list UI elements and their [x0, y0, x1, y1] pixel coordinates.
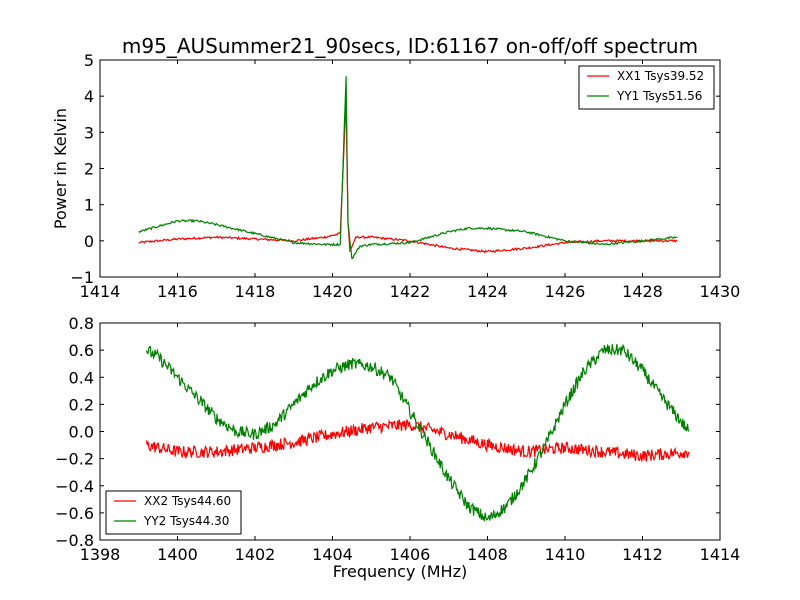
- legend: XX1 Tsys39.52 YY1 Tsys51.56: [578, 65, 715, 110]
- legend: XX2 Tsys44.60 YY2 Tsys44.30: [105, 490, 242, 535]
- panel-2: 1398 1400 1402 1404 1406 1408 1410 1412 1414 −0.8…: [55, 314, 740, 581]
- y-tick-label: −0.6: [55, 504, 94, 523]
- y-tick-label: −0.2: [55, 450, 94, 469]
- series-line-2: [138, 76, 678, 260]
- panels: 1414 1416 1418 1420 1422 1424 1426 1428 1430 −1 0 1…: [51, 51, 740, 581]
- x-tick-label: 1420: [312, 282, 353, 301]
- x-tick-label: 1400: [157, 545, 198, 564]
- x-tick-label: 1426: [545, 282, 586, 301]
- y-tick-label: −1: [70, 268, 94, 287]
- y-tick-label: 0: [84, 232, 94, 251]
- x-tick-label: 1422: [390, 282, 431, 301]
- y-tick-label: 2: [84, 160, 94, 179]
- y-tick-label: 0.2: [69, 395, 94, 414]
- x-tick-label: 1406: [390, 545, 431, 564]
- series-line-2: [145, 343, 690, 522]
- legend-label-2: YY1 Tsys51.56: [616, 89, 702, 103]
- series-group: [145, 343, 690, 522]
- y-tick-label: 3: [84, 123, 94, 142]
- legend-box: [578, 65, 715, 110]
- legend-label-2: YY2 Tsys44.30: [143, 514, 229, 528]
- y-tick-label: 0.4: [69, 368, 94, 387]
- panel-1: 1414 1416 1418 1420 1422 1424 1426 1428 1430 −1 0 1…: [51, 51, 740, 301]
- x-tick-label: 1430: [700, 282, 741, 301]
- x-tick-label: 1414: [700, 545, 741, 564]
- series-line-1: [145, 419, 690, 462]
- x-tick-label: 1410: [545, 545, 586, 564]
- x-tick-label: 1398: [80, 545, 121, 564]
- y-tick-label: −0.4: [55, 477, 94, 496]
- chart-title: m95_AUSummer21_90secs, ID:61167 on-off/o…: [122, 34, 698, 58]
- y-axis-label: Power in Kelvin: [51, 108, 70, 229]
- x-tick-label: 1412: [622, 545, 663, 564]
- legend-label-1: XX2 Tsys44.60: [144, 494, 231, 508]
- y-tick-label: 0.0: [69, 423, 94, 442]
- x-tick-label: 1404: [312, 545, 353, 564]
- x-tick-label: 1428: [622, 282, 663, 301]
- x-tick-label: 1418: [235, 282, 276, 301]
- x-tick-label: 1402: [235, 545, 276, 564]
- x-tick-label: 1416: [157, 282, 198, 301]
- y-tick-label: −0.8: [55, 531, 94, 550]
- x-tick-label: 1424: [467, 282, 508, 301]
- y-tick-label: 5: [84, 51, 94, 70]
- y-tick-label: 4: [84, 87, 94, 106]
- y-tick-label: 0.8: [69, 314, 94, 333]
- x-axis-label: Frequency (MHz): [333, 562, 467, 581]
- x-tick-label: 1414: [80, 282, 121, 301]
- series-group: [138, 76, 678, 260]
- x-tick-label: 1408: [467, 545, 508, 564]
- series-line-1: [138, 99, 678, 254]
- legend-label-1: XX1 Tsys39.52: [617, 69, 704, 83]
- legend-box: [105, 490, 242, 535]
- y-tick-label: 0.6: [69, 341, 94, 360]
- y-tick-label: 1: [84, 196, 94, 215]
